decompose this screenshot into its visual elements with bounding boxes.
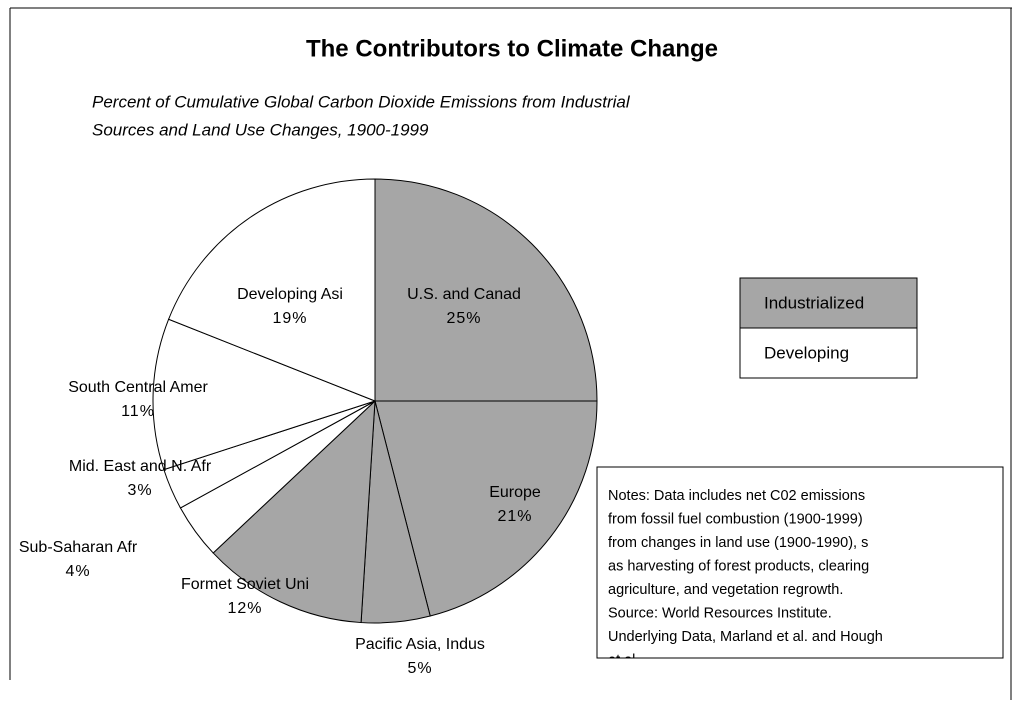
pie-slice — [152, 318, 377, 471]
slice-label: Developing Asi — [237, 286, 343, 303]
slice-value: 21% — [497, 508, 532, 525]
note-line: Source: World Resources Institute. — [608, 605, 832, 621]
legend-swatch — [739, 327, 918, 379]
note-line: et al. — [608, 652, 639, 668]
legend-swatch — [739, 277, 918, 329]
pie-slice — [167, 178, 376, 402]
notes: Notes: Data includes net C02 emissions fr… — [608, 488, 883, 668]
slice-value: 4% — [65, 563, 90, 580]
note-line: Underlying Data, Marland et al. and Houg… — [608, 629, 883, 645]
note-line: as harvesting of forest products, cleari… — [608, 558, 869, 574]
slice-label: U.S. and Canad — [407, 286, 521, 303]
slice-value: 3% — [127, 482, 152, 499]
slice-label: Europe — [489, 484, 541, 501]
pie-slice — [212, 399, 376, 624]
slice-value: 19% — [272, 310, 307, 327]
legend-label: Industrialized — [764, 293, 864, 312]
slice-value: 25% — [446, 310, 481, 327]
slice-label: South Central Amer — [68, 379, 208, 396]
legend-label: Developing — [764, 343, 849, 362]
slice-label: Pacific Asia, Indus — [355, 636, 485, 653]
pie-slice — [374, 400, 598, 617]
slice-label: Sub-Saharan Afr — [19, 539, 138, 556]
subtitle: Sources and Land Use Changes, 1900-1999 — [92, 120, 429, 139]
slice-value: 11% — [121, 403, 155, 420]
slice-value: 12% — [227, 600, 262, 617]
note-line: agriculture, and vegetation regrowth. — [608, 582, 843, 598]
subtitle: Percent of Cumulative Global Carbon Diox… — [92, 92, 631, 111]
note-line: Notes: Data includes net C02 emissions — [608, 488, 865, 504]
chart-title: The Contributors to Climate Change — [306, 35, 718, 62]
pie-slice — [374, 178, 598, 402]
note-line: from fossil fuel combustion (1900-1999) — [608, 511, 863, 527]
slice-label: Mid. East and N. Afr — [69, 458, 212, 475]
note-line: from changes in land use (1900-1990), s — [608, 535, 868, 551]
slice-label: Formet Soviet Uni — [181, 576, 309, 593]
notes-box — [596, 466, 1004, 659]
slice-value: 5% — [407, 660, 432, 677]
